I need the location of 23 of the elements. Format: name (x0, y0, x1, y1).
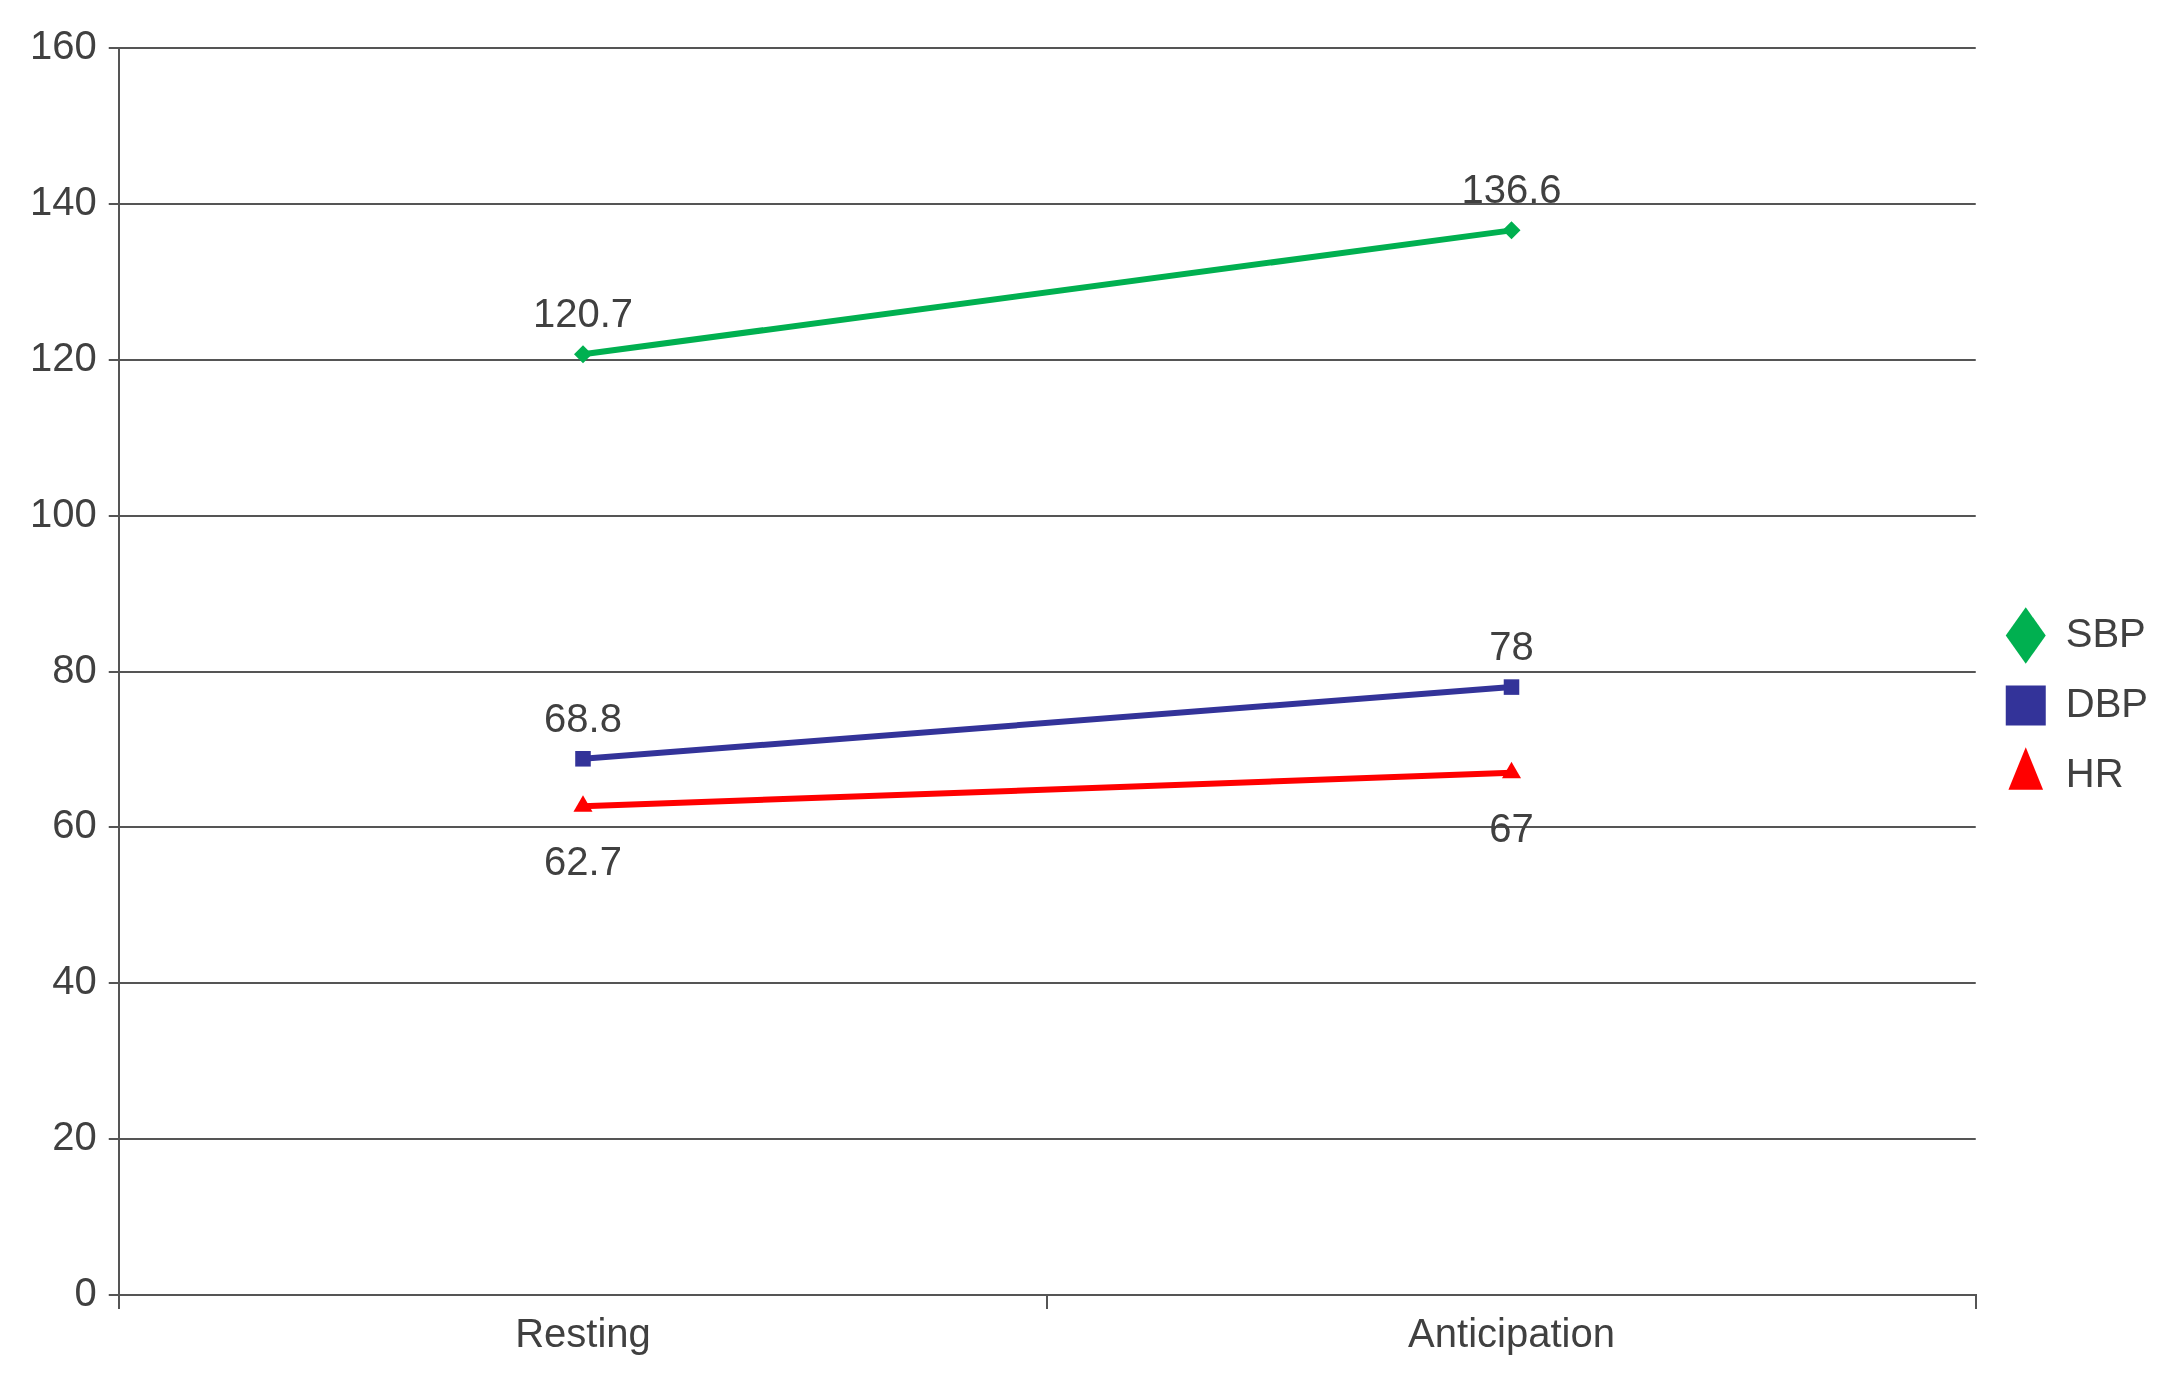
y-tick-label: 120 (29, 334, 97, 379)
point (1503, 679, 1520, 695)
y-tick-label: 40 (52, 958, 97, 1003)
point (573, 345, 592, 364)
point (575, 751, 591, 767)
data-label: 120.7 (532, 291, 634, 336)
legend-label: HR (2065, 750, 2124, 795)
y-tick-label: 160 (29, 23, 97, 68)
y-tick-label: 20 (52, 1114, 97, 1159)
y-tick-label: 100 (29, 490, 97, 535)
legend-label: DBP (2065, 680, 2148, 725)
data-label: 68.8 (544, 695, 622, 740)
x-tick-label: Resting (515, 1311, 651, 1356)
x-tick-label: Anticipation (1408, 1311, 1615, 1356)
y-tick-label: 140 (29, 178, 97, 223)
y-tick-label: 60 (52, 802, 97, 847)
data-label: 136.6 (1461, 167, 1562, 212)
point (1502, 221, 1521, 240)
y-tick-label: 80 (52, 646, 97, 691)
legend-label: SBP (2065, 610, 2146, 655)
data-label: 78 (1489, 624, 1534, 669)
y-tick-label: 0 (74, 1270, 97, 1315)
data-label: 62.7 (544, 839, 622, 884)
